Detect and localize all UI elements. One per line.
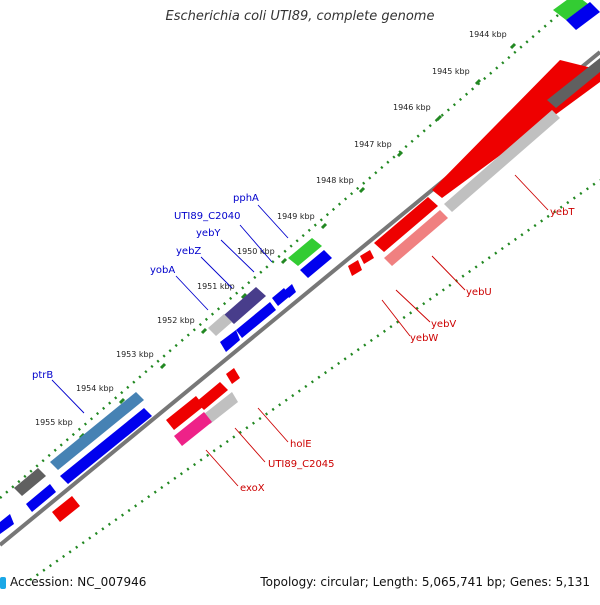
gene-gray-light [444,110,560,212]
kbp-label: 1949 kbp [277,212,315,221]
gene-pink [384,210,448,266]
kbp-label: 1952 kbp [157,316,195,325]
kbp-label: 1950 kbp [237,247,275,256]
gene-yobA [208,314,232,336]
accession-text: Accession: NC_007946 [10,575,147,589]
gene-yebV [360,250,374,264]
gene-label-yebT: yebT [550,207,575,218]
gene-blue-mid [236,302,276,338]
gene-label-yobA: yobA [150,265,175,276]
gene-gray-right [547,58,600,108]
gene-label-pphA: pphA [233,193,259,204]
accession-marker-icon [0,577,6,589]
gene-yebW [348,260,362,276]
kbp-label: 1948 kbp [316,176,354,185]
gene-label-exoX: exoX [240,483,265,494]
gene-label-yebW: yebW [410,333,438,344]
topology-text: Topology: circular; Length: 5,065,741 bp… [260,575,590,589]
outer-dotted-track [0,0,578,499]
gene-yebU [374,197,438,252]
gene-C2045 [204,392,238,424]
gene-blue-ptrB [60,408,152,484]
gene-yebZ [224,287,266,324]
gene-blue-edge [0,514,14,534]
gene-ptrB [50,392,144,470]
kbp-label: 1944 kbp [469,30,507,39]
gene-exoX [174,412,212,446]
gene-label-yebV: yebV [431,319,456,330]
gene-label-ptrB: ptrB [32,370,53,381]
kbp-label: 1953 kbp [116,350,154,359]
gene-red-mid [166,396,204,430]
gene-label-UTI89-C2045: UTI89_C2045 [268,459,335,470]
leader-lines [51,174,549,487]
gene-blue-small-yobA [220,330,240,352]
gene-blue-pphA [300,250,332,278]
map-title: Escherichia coli UTI89, complete genome [165,9,435,24]
gene-gray-left [14,468,46,496]
kbp-label: 1946 kbp [393,103,431,112]
inner-dotted-track [29,178,600,582]
kbp-label: 1945 kbp [432,67,470,76]
kbp-label: 1954 kbp [76,384,114,393]
gene-label-UTI89-C2040: UTI89_C2040 [174,211,241,222]
kbp-label: 1947 kbp [354,140,392,149]
gene-blue-top [566,2,600,30]
kbp-labels: 1944 kbp 1945 kbp 1946 kbp 1947 kbp 1948… [35,30,507,427]
gene-holE [196,382,228,410]
gene-red-small-top [226,368,240,384]
gene-small-blue [272,288,290,306]
kbp-label: 1955 kbp [35,418,73,427]
gene-label-yebY: yebY [196,228,221,239]
gene-label-holE: holE [290,439,312,450]
gene-green-top [553,0,588,20]
gene-label-yebZ: yebZ [176,246,201,257]
gene-features [0,0,600,534]
kbp-label: 1951 kbp [197,282,235,291]
gene-red-lower-left [52,496,80,522]
gene-blue-left [26,484,56,512]
gene-label-yebU: yebU [466,287,492,298]
gene-pphA [288,238,322,266]
